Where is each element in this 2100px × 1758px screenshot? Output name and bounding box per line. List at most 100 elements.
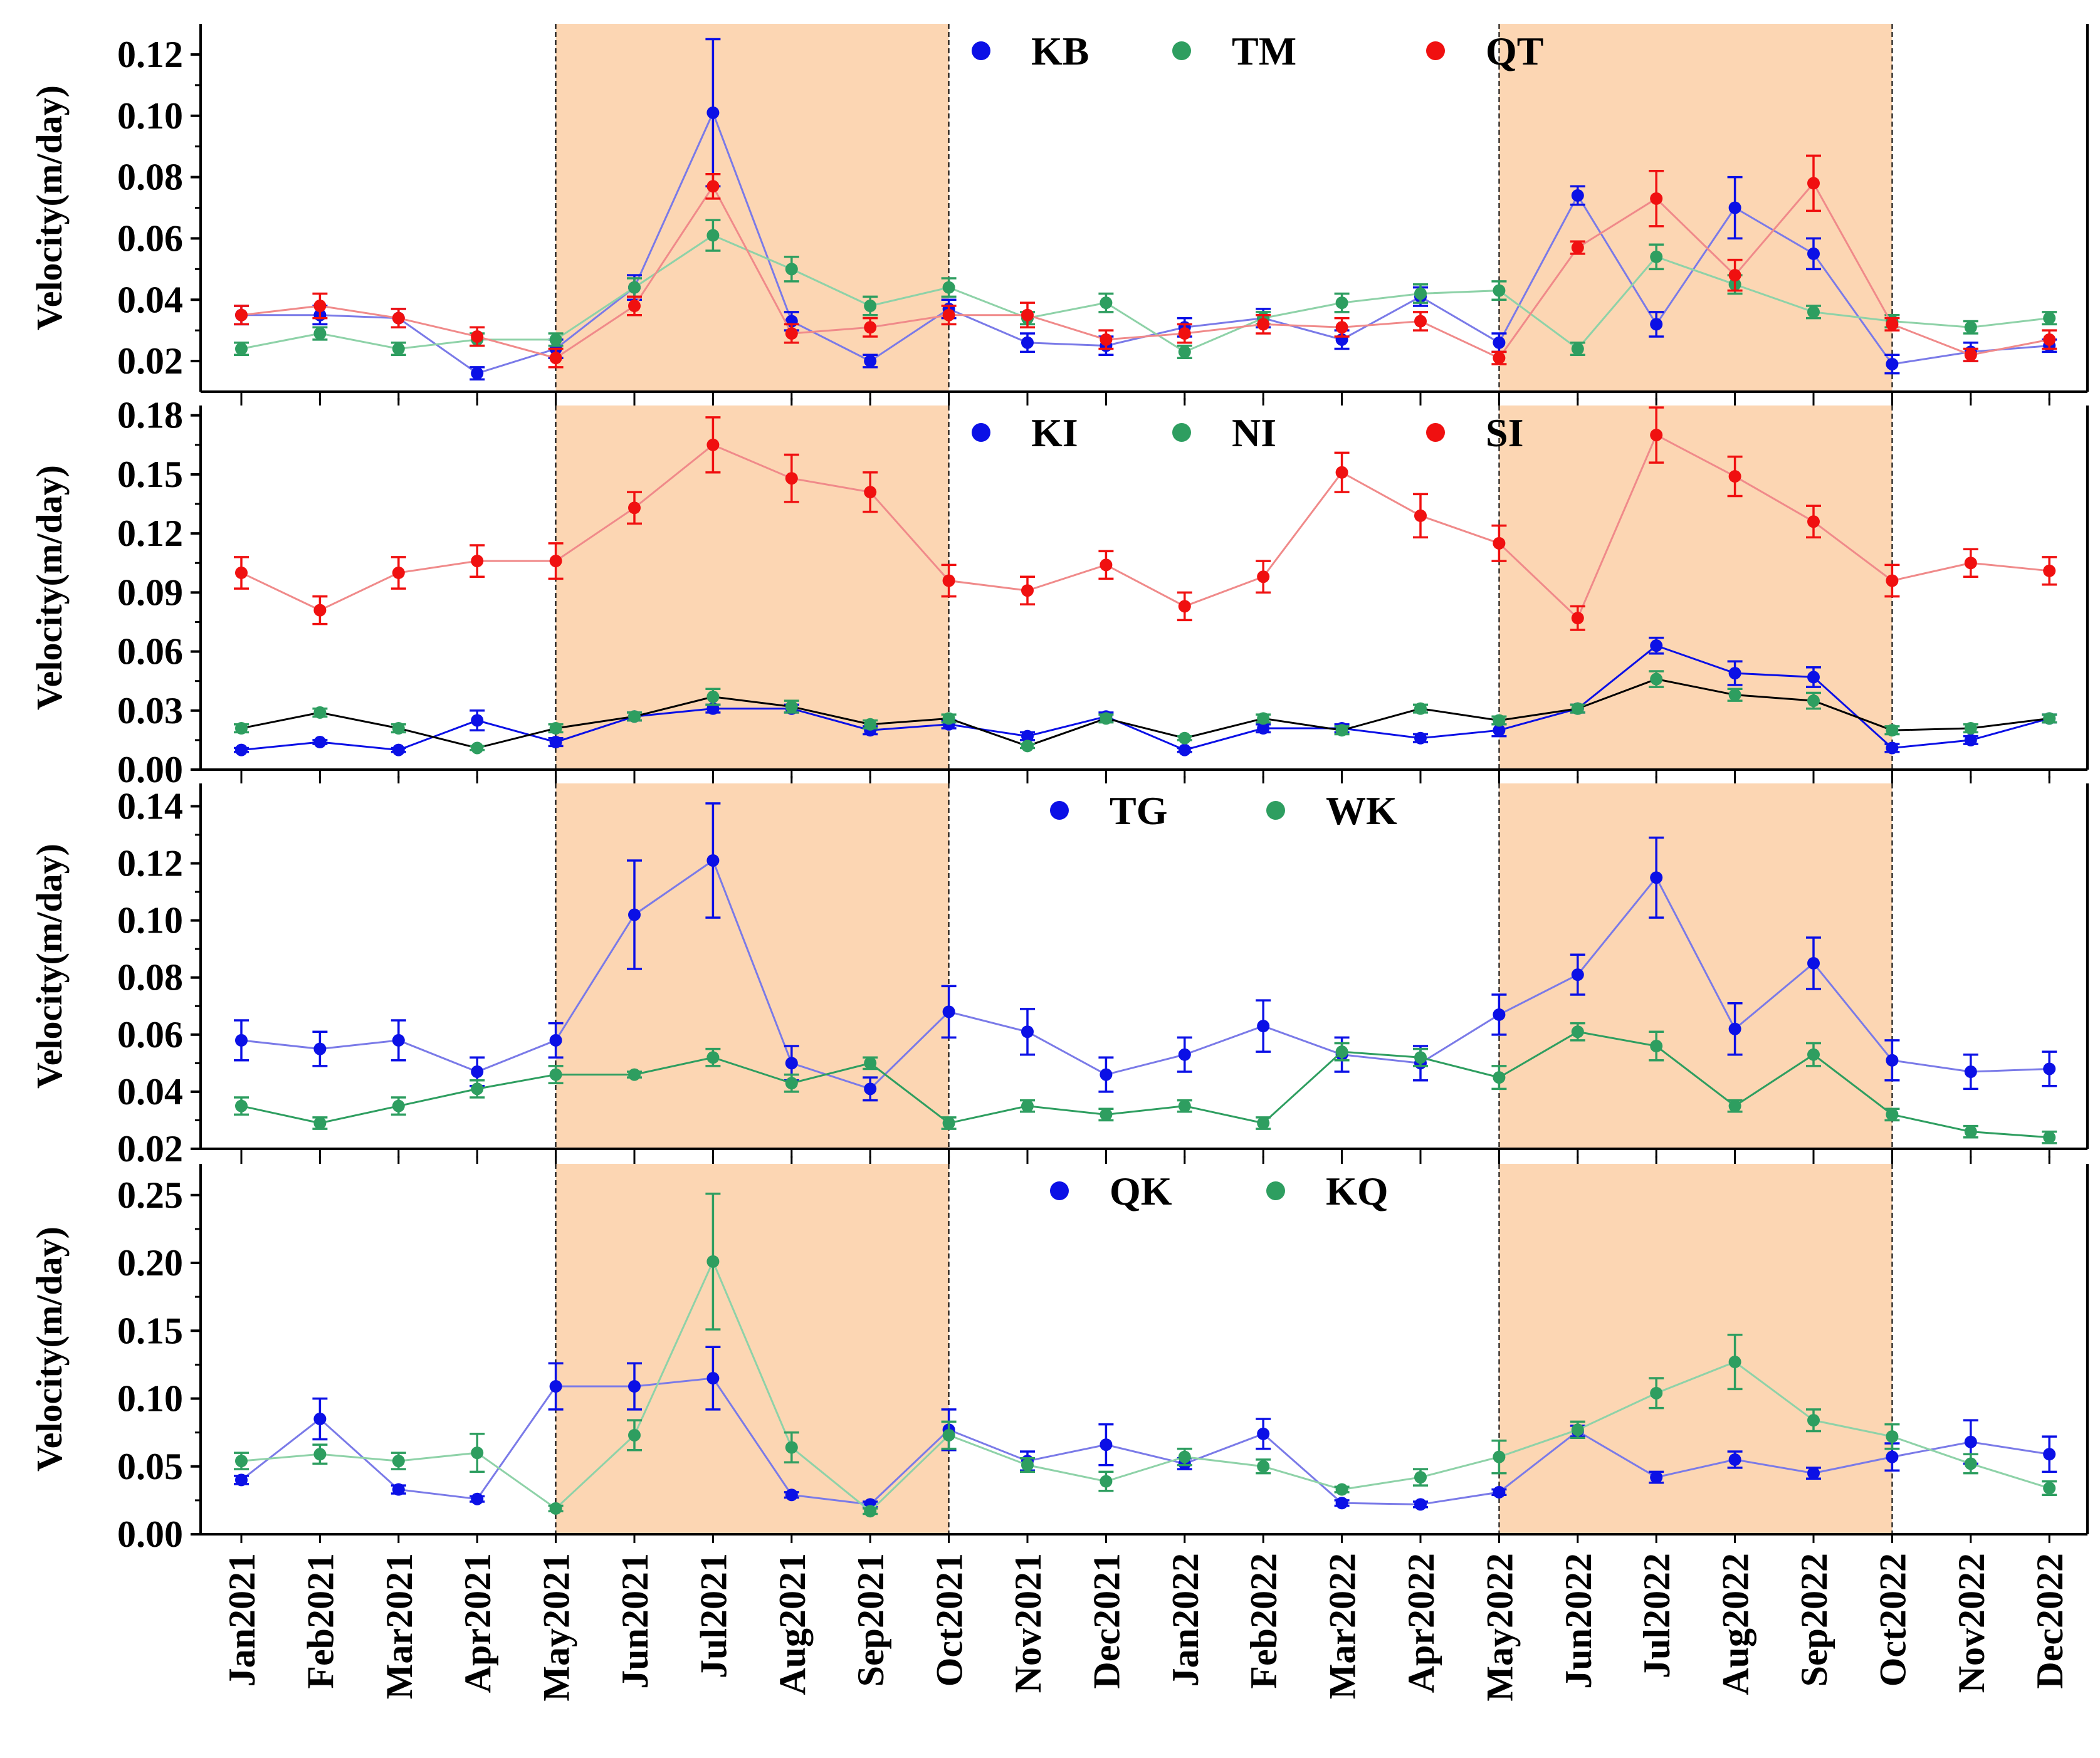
xtick-label-dec2022: Dec2022 bbox=[2029, 1553, 2071, 1689]
series-qk-point-1 bbox=[235, 1473, 248, 1487]
series-kq-point-3 bbox=[392, 1455, 405, 1468]
series-tg-point-2 bbox=[313, 1042, 327, 1055]
series-ni-point-21 bbox=[1807, 694, 1820, 708]
series-si-point-12 bbox=[1100, 558, 1113, 572]
panel-4-legend-label-kq: KQ bbox=[1326, 1169, 1389, 1213]
series-ki-point-11 bbox=[1021, 730, 1034, 743]
panel-2-ytick-label-3: 0.06 bbox=[117, 631, 183, 672]
panel-1-shade-1 bbox=[555, 24, 949, 392]
series-ni-point-6 bbox=[628, 710, 641, 723]
panel-4-legend-label-qk: QK bbox=[1110, 1169, 1172, 1213]
xtick-label-sep2021: Sep2021 bbox=[850, 1553, 891, 1687]
panel-2-legend-label-si: SI bbox=[1486, 411, 1524, 455]
series-kq-point-5 bbox=[549, 1502, 562, 1515]
xtick-label-mar2021: Mar2021 bbox=[379, 1553, 420, 1699]
series-kq-point-2 bbox=[313, 1448, 327, 1461]
series-wk-point-19 bbox=[1650, 1040, 1663, 1053]
series-ni-point-12 bbox=[1100, 712, 1113, 725]
series-qt-point-21 bbox=[1807, 177, 1820, 190]
series-wk-point-14 bbox=[1257, 1117, 1270, 1130]
series-kq-point-12 bbox=[1100, 1475, 1113, 1488]
series-si-point-15 bbox=[1335, 466, 1348, 479]
series-qk-point-20 bbox=[1728, 1453, 1741, 1466]
series-si-point-16 bbox=[1414, 509, 1427, 522]
series-kq-point-1 bbox=[235, 1455, 248, 1468]
xtick-label-apr2021: Apr2021 bbox=[457, 1553, 498, 1693]
panel-3-ytick-label-6: 0.12 bbox=[117, 843, 183, 884]
series-kq-point-10 bbox=[942, 1428, 955, 1441]
series-qk-line bbox=[241, 1377, 2050, 1505]
series-kb-point-4 bbox=[471, 367, 484, 380]
xtick-label-jul2021: Jul2021 bbox=[693, 1553, 734, 1678]
series-qt-line bbox=[241, 181, 2050, 360]
series-ni-point-11 bbox=[1021, 740, 1034, 753]
panel-2-ylabel: Velocity(m/day) bbox=[29, 465, 70, 710]
panel-3-shade-1 bbox=[555, 783, 949, 1149]
panel-4-ytick-label-2: 0.05 bbox=[117, 1446, 183, 1487]
xtick-label-jan2022: Jan2022 bbox=[1165, 1553, 1206, 1687]
panel-4-shade-2 bbox=[1499, 1164, 1893, 1534]
series-ki-point-5 bbox=[549, 736, 562, 749]
series-kq-point-19 bbox=[1650, 1386, 1663, 1400]
series-tm-point-8 bbox=[785, 263, 798, 276]
series-tm-point-2 bbox=[313, 327, 327, 340]
xtick-label-aug2021: Aug2021 bbox=[772, 1553, 813, 1695]
series-tm-point-5 bbox=[549, 333, 562, 346]
xtick-label-oct2022: Oct2022 bbox=[1872, 1553, 1913, 1687]
series-qk-point-6 bbox=[628, 1380, 641, 1393]
panel-2-ytick-label-1: 0.00 bbox=[117, 749, 183, 790]
series-tg-point-14 bbox=[1257, 1020, 1270, 1033]
series-si-point-22 bbox=[1886, 574, 1899, 587]
series-qt-point-24 bbox=[2043, 333, 2056, 346]
series-si-point-2 bbox=[313, 604, 327, 617]
series-tg-point-24 bbox=[2043, 1062, 2056, 1075]
series-tg-point-13 bbox=[1178, 1048, 1191, 1061]
series-si-point-10 bbox=[942, 574, 955, 587]
panel-4-legend-marker-kq bbox=[1266, 1181, 1285, 1200]
series-tg-point-9 bbox=[864, 1082, 877, 1096]
series-kb-point-9 bbox=[864, 355, 877, 368]
xtick-label-sep2022: Sep2022 bbox=[1793, 1553, 1835, 1687]
series-ni-line bbox=[241, 678, 2050, 750]
panel-3-ytick-label-5: 0.10 bbox=[117, 900, 183, 941]
series-ni-point-1 bbox=[235, 722, 248, 735]
series-qt-point-2 bbox=[313, 300, 327, 313]
series-si-point-11 bbox=[1021, 584, 1034, 597]
series-tm-point-3 bbox=[392, 342, 405, 355]
series-tm-point-6 bbox=[628, 281, 641, 294]
series-kq-point-18 bbox=[1571, 1423, 1584, 1436]
series-kq-line bbox=[241, 1259, 2050, 1513]
xtick-label-nov2022: Nov2022 bbox=[1951, 1553, 1992, 1693]
panel-2-ytick-label-5: 0.12 bbox=[117, 513, 183, 554]
xtick-label-feb2021: Feb2021 bbox=[300, 1553, 341, 1689]
xtick-label-nov2021: Nov2021 bbox=[1007, 1553, 1049, 1693]
series-qt-point-13 bbox=[1178, 327, 1191, 340]
series-tg-point-10 bbox=[942, 1005, 955, 1018]
series-ni-point-4 bbox=[471, 741, 484, 755]
series-tm-point-12 bbox=[1100, 296, 1113, 310]
panel-1-legend-label-kb: KB bbox=[1031, 29, 1089, 73]
series-tm-point-9 bbox=[864, 300, 877, 313]
panel-3-legend-marker-wk bbox=[1266, 801, 1285, 820]
series-ki-point-23 bbox=[1964, 733, 1977, 746]
series-si-point-7 bbox=[706, 438, 720, 451]
series-si-point-5 bbox=[549, 555, 562, 568]
panel-1-legend-label-tm: TM bbox=[1232, 29, 1296, 73]
series-wk-point-1 bbox=[235, 1099, 248, 1112]
series-tm-point-24 bbox=[2043, 311, 2056, 325]
series-ni-point-7 bbox=[706, 690, 720, 703]
panel-2-ytick-label-6: 0.15 bbox=[117, 454, 183, 495]
panel-3-ytick-label-4: 0.08 bbox=[117, 957, 183, 998]
series-ki-point-17 bbox=[1493, 724, 1506, 737]
series-tg-point-21 bbox=[1807, 956, 1820, 970]
series-wk-point-23 bbox=[1964, 1125, 1977, 1138]
panel-1-shade-2 bbox=[1499, 24, 1893, 392]
series-wk-point-8 bbox=[785, 1077, 798, 1090]
series-tg-point-23 bbox=[1964, 1065, 1977, 1079]
xtick-label-may2022: May2022 bbox=[1479, 1553, 1520, 1702]
series-si-point-17 bbox=[1493, 536, 1506, 550]
series-qt-point-18 bbox=[1571, 241, 1584, 254]
series-kb-point-11 bbox=[1021, 336, 1034, 349]
